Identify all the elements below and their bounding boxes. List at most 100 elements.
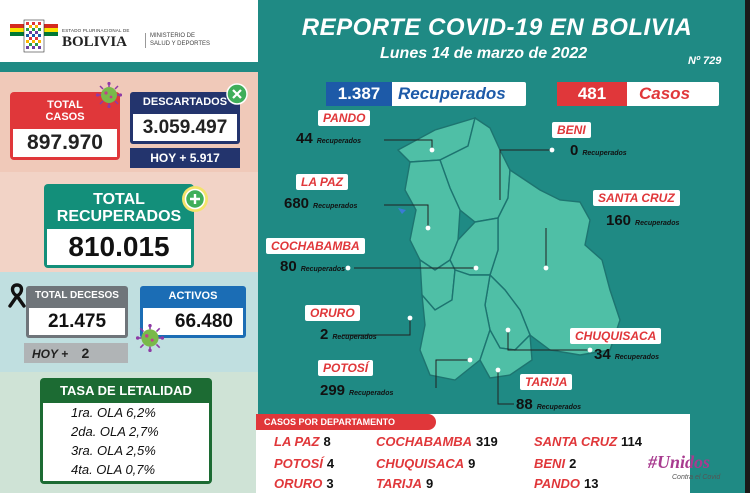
dept-value-beni: 0 Recuperados xyxy=(570,142,627,159)
dept-unit: Recuperados xyxy=(332,334,377,341)
bolivia-map xyxy=(396,116,621,381)
casos-item-name: CHUQUISACA xyxy=(376,456,465,471)
decesos-value: 21.475 xyxy=(29,308,125,335)
campaign-logo: #Unidos xyxy=(648,452,711,472)
dept-label-oruro: ORURO xyxy=(305,305,360,321)
casos-item-name: BENI xyxy=(534,456,566,471)
letalidad-row: 1ra. OLA 6,2% xyxy=(71,405,156,420)
casos-departamento-title: CASOS POR DEPARTAMENTO xyxy=(256,414,436,430)
casos-item-value: 9 xyxy=(425,476,434,491)
casos-item-name: POTOSÍ xyxy=(274,456,323,471)
letalidad-title: TASA DE LETALIDAD xyxy=(60,383,192,398)
bolivia-coat-of-arms-icon xyxy=(10,19,58,53)
casos-item-name: SANTA CRUZ xyxy=(534,434,618,449)
ministry-line-2: SALUD Y DEPORTES xyxy=(150,40,211,47)
dept-unit: Recuperados xyxy=(635,220,680,227)
dept-number: 299 xyxy=(320,382,346,399)
dept-unit: Recuperados xyxy=(349,390,394,397)
dept-unit: Recuperados xyxy=(536,404,582,411)
dept-value-chuquisaca: 34 Recuperados xyxy=(594,346,659,363)
casos-item-cochabamba: COCHABAMBA 319 xyxy=(376,434,498,449)
letalidad-card: TASA DE LETALIDAD 1ra. OLA 6,2% 2da. OLA… xyxy=(40,378,212,484)
dept-value-tarija: 88 Recuperados xyxy=(516,396,581,413)
total-recuperados-label: TOTAL RECUPERADOS xyxy=(44,184,194,225)
total-recuperados-label-2: RECUPERADOS xyxy=(56,208,182,225)
casos-item-value: 2 xyxy=(569,456,577,471)
dept-label-santa-cruz: SANTA CRUZ xyxy=(593,190,680,206)
descartados-label: DESCARTADOS xyxy=(142,96,228,108)
total-casos-label-2: CASOS xyxy=(45,111,85,123)
report-number: Nº 729 xyxy=(688,55,722,67)
casos-today-pill: 481 Casos xyxy=(557,82,719,106)
casos-item-name: COCHABAMBA xyxy=(376,434,473,449)
estado-label: ESTADO PLURINACIONAL DE xyxy=(62,28,130,33)
bolivia-label: BOLIVIA xyxy=(62,34,128,50)
dept-number: 2 xyxy=(320,326,329,343)
close-circle-icon xyxy=(226,83,248,105)
casos-item-name: TARIJA xyxy=(376,476,422,491)
total-recuperados-value: 810.015 xyxy=(47,229,191,265)
casos-item-tarija: TARIJA 9 xyxy=(376,476,433,491)
dept-value-la-paz: 680 Recuperados xyxy=(284,195,357,212)
casos-today-label: Casos xyxy=(639,84,691,103)
descartados-card: DESCARTADOS 3.059.497 xyxy=(130,92,240,144)
dept-label-chuquisaca: CHUQUISACA xyxy=(570,328,662,344)
potosi-region xyxy=(419,269,491,381)
dept-value-potosi: 299 Recuperados xyxy=(320,382,393,399)
casos-item-potosi: POTOSÍ 4 xyxy=(274,456,334,471)
activos-card: ACTIVOS 66.480 xyxy=(140,286,246,338)
casos-item-value: 319 xyxy=(476,434,498,449)
casos-item-value: 13 xyxy=(583,476,599,491)
activos-label: ACTIVOS xyxy=(168,290,218,302)
plus-circle-icon xyxy=(182,186,208,212)
dept-number: 160 xyxy=(606,212,632,229)
casos-item-name: LA PAZ xyxy=(274,434,320,449)
decesos-card: TOTAL DECESOS 21.475 xyxy=(26,286,128,338)
casos-item-oruro: ORURO 3 xyxy=(274,476,334,491)
casos-item-value: 8 xyxy=(323,434,331,449)
decesos-hoy-label: HOY + xyxy=(32,347,69,361)
dept-number: 44 xyxy=(296,130,313,147)
lake-titicaca xyxy=(398,208,406,214)
total-casos-label: TOTAL CASOS xyxy=(10,92,120,123)
report-title: REPORTE COVID-19 EN BOLIVIA xyxy=(301,14,693,41)
recuperados-today-label: Recuperados xyxy=(398,84,506,103)
recuperados-today-pill: 1.387 Recuperados xyxy=(326,82,526,106)
letalidad-list: 1ra. OLA 6,2% 2da. OLA 2,7% 3ra. OLA 2,5… xyxy=(43,403,209,481)
ministry-line-1: MINISTERIO DE xyxy=(150,33,196,39)
dept-number: 88 xyxy=(516,396,533,413)
casos-item-name: PANDO xyxy=(534,476,580,491)
dept-label-cochabamba: COCHABAMBA xyxy=(266,238,365,254)
tarija-region xyxy=(479,328,533,379)
dept-value-cochabamba: 80 Recuperados xyxy=(280,258,345,275)
casos-item-value: 3 xyxy=(326,476,334,491)
dept-number: 680 xyxy=(284,195,310,212)
dept-unit: Recuperados xyxy=(614,354,660,361)
total-recuperados-label-1: TOTAL xyxy=(93,191,145,208)
casos-item-value: 4 xyxy=(326,456,335,471)
activos-value: 66.480 xyxy=(143,308,243,335)
descartados-hoy: HOY + 5.917 xyxy=(130,148,240,168)
letalidad-row: 3ra. OLA 2,5% xyxy=(71,443,156,458)
casos-item-name: ORURO xyxy=(274,476,323,491)
decesos-hoy-value: 2 xyxy=(81,345,90,361)
left-panel: ESTADO PLURINACIONAL DE BOLIVIA MINISTER… xyxy=(0,0,258,493)
virus-icon xyxy=(96,82,122,108)
decesos-hoy: HOY + 2 xyxy=(24,343,128,363)
dept-value-oruro: 2 Recuperados xyxy=(320,326,377,343)
dept-label-tarija: TARIJA xyxy=(520,374,573,390)
dept-number: 34 xyxy=(594,346,611,363)
mourning-ribbon-icon xyxy=(8,283,26,308)
dept-label-beni: BENI xyxy=(552,122,591,138)
dept-unit: Recuperados xyxy=(300,266,346,273)
dept-label-la-paz: LA PAZ xyxy=(296,174,348,190)
casos-item-pando: PANDO 13 xyxy=(534,476,598,491)
casos-today-value: 481 xyxy=(557,82,627,106)
recuperados-today-value: 1.387 xyxy=(326,82,392,106)
casos-item-la-paz: LA PAZ 8 xyxy=(274,434,331,449)
total-casos-value: 897.970 xyxy=(13,129,117,157)
ministry-label: MINISTERIO DE SALUD Y DEPORTES xyxy=(145,33,210,48)
letalidad-row: 2da. OLA 2,7% xyxy=(71,424,159,439)
dept-value-santa-cruz: 160 Recuperados xyxy=(606,212,679,229)
